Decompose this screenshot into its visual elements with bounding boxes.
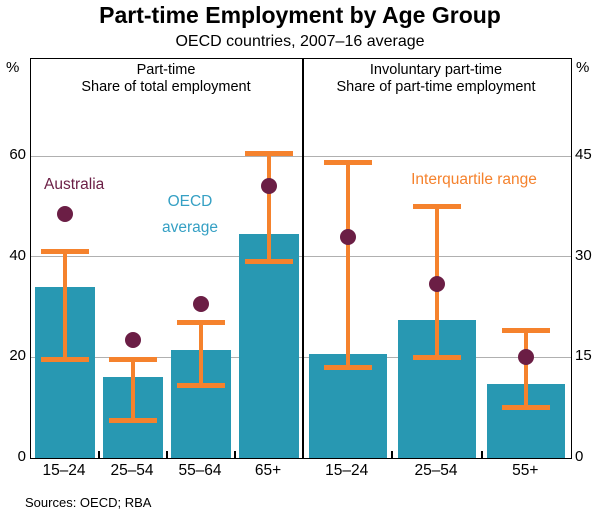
source-note: Sources: OECD; RBA bbox=[25, 495, 152, 510]
australia-dot bbox=[429, 275, 445, 292]
left-axis-tick-60: 60 bbox=[9, 146, 26, 163]
x-axis-tick bbox=[234, 451, 236, 458]
iqr-whisker-cap-upper bbox=[502, 328, 551, 333]
left-axis-tick-0: 0 bbox=[17, 448, 26, 465]
iqr-whisker-cap-lower bbox=[41, 357, 89, 363]
right-axis-tick-45: 45 bbox=[575, 146, 592, 163]
legend-oecd-average-label: OECD average bbox=[135, 189, 245, 241]
legend-oecd-line1: OECD bbox=[167, 193, 213, 210]
x-axis-tick bbox=[480, 451, 483, 458]
iqr-whisker-cap-lower bbox=[177, 382, 225, 388]
iqr-whisker-line bbox=[524, 330, 529, 408]
right-panel-heading: Involuntary part-time Share of part-time… bbox=[306, 62, 566, 96]
plot-area bbox=[30, 58, 572, 459]
iqr-whisker-cap-upper bbox=[109, 357, 157, 363]
right-axis-unit: % bbox=[576, 59, 590, 76]
category-label: 65+ bbox=[254, 462, 282, 479]
category-label: 15–24 bbox=[325, 462, 369, 479]
iqr-whisker-line bbox=[267, 153, 271, 262]
gridline-40 bbox=[31, 256, 571, 258]
iqr-whisker-cap-upper bbox=[41, 249, 89, 255]
iqr-whisker-cap-lower bbox=[413, 354, 461, 360]
x-axis-tick bbox=[391, 451, 394, 458]
panel-divider bbox=[302, 59, 304, 458]
right-axis-tick-30: 30 bbox=[575, 246, 592, 264]
left-panel-heading: Part-time Share of total employment bbox=[36, 62, 296, 96]
australia-dot bbox=[518, 349, 535, 366]
iqr-whisker-cap-lower bbox=[109, 417, 157, 423]
left-panel-heading-line1: Part-time bbox=[136, 62, 196, 78]
iqr-whisker-cap-upper bbox=[323, 160, 372, 166]
oecd-average-bar bbox=[239, 234, 299, 458]
right-axis-tick-0: 0 bbox=[575, 448, 584, 465]
iqr-whisker-line bbox=[131, 359, 135, 421]
iqr-whisker-cap-upper bbox=[177, 319, 225, 325]
left-axis-tick-20: 20 bbox=[9, 347, 26, 365]
gridline-60 bbox=[31, 155, 571, 157]
australia-dot bbox=[57, 205, 73, 222]
category-label: 25–54 bbox=[414, 462, 458, 479]
chart-title: Part-time Employment by Age Group bbox=[99, 2, 501, 28]
category-label: 55–64 bbox=[178, 462, 222, 479]
right-panel-heading-line1: Involuntary part-time bbox=[369, 62, 503, 78]
plot-inner bbox=[31, 59, 571, 458]
chart-subtitle: OECD countries, 2007–16 average bbox=[175, 33, 425, 50]
x-axis-tick bbox=[166, 451, 168, 458]
iqr-whisker-cap-lower bbox=[245, 259, 293, 265]
australia-dot bbox=[125, 331, 141, 348]
gridline-20 bbox=[31, 356, 571, 358]
iqr-whisker-line bbox=[63, 251, 67, 360]
legend-australia-label: Australia bbox=[44, 176, 105, 193]
iqr-whisker-cap-upper bbox=[245, 150, 293, 156]
oecd-average-bar bbox=[308, 353, 387, 458]
iqr-whisker-cap-lower bbox=[502, 405, 551, 411]
left-axis-tick-40: 40 bbox=[9, 246, 26, 264]
category-label: 25–54 bbox=[110, 462, 154, 479]
iqr-whisker-cap-upper bbox=[413, 203, 461, 209]
australia-dot bbox=[193, 296, 209, 313]
right-axis-tick-15: 15 bbox=[575, 347, 592, 365]
legend-interquartile-range-label: Interquartile range bbox=[411, 171, 537, 188]
x-axis-tick bbox=[98, 451, 100, 458]
iqr-whisker-cap-lower bbox=[323, 364, 372, 370]
right-panel-heading-line2: Share of part-time employment bbox=[336, 79, 536, 95]
iqr-whisker-line bbox=[345, 162, 350, 368]
australia-dot bbox=[261, 178, 277, 195]
category-label: 55+ bbox=[512, 462, 539, 479]
category-label: 15–24 bbox=[42, 462, 86, 479]
iqr-whisker-line bbox=[199, 322, 203, 386]
australia-dot bbox=[339, 228, 356, 245]
left-axis-unit: % bbox=[6, 59, 20, 76]
legend-oecd-line2: average bbox=[161, 219, 218, 236]
left-panel-heading-line2: Share of total employment bbox=[81, 79, 251, 95]
